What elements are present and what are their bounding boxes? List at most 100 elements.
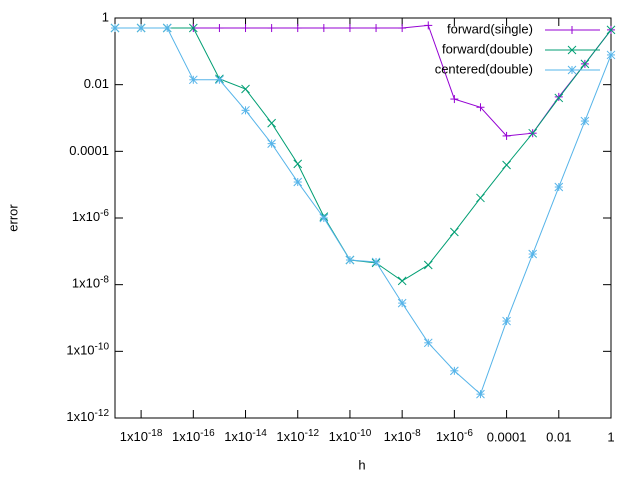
marker-stroke: [476, 389, 485, 399]
x-tick-label: 1x10-10: [329, 428, 372, 445]
marker: [606, 50, 616, 60]
marker: [450, 95, 459, 104]
marker-stroke: [606, 25, 616, 35]
marker: [606, 25, 616, 35]
marker-stroke: [567, 45, 577, 55]
x-tick-label: 0.0001: [487, 429, 527, 444]
marker: [241, 105, 250, 115]
marker-stroke: [345, 255, 355, 265]
marker: [554, 182, 564, 192]
marker: [450, 366, 459, 376]
marker: [372, 24, 381, 33]
marker: [554, 92, 563, 101]
marker-stroke: [528, 128, 538, 138]
y-axis-label: error: [5, 204, 20, 232]
marker: [293, 177, 303, 187]
marker: [580, 116, 590, 126]
marker: [293, 24, 302, 33]
marker-stroke: [423, 260, 433, 270]
marker: [345, 255, 355, 265]
marker-stroke: [110, 23, 120, 33]
marker: [319, 213, 329, 223]
marker: [476, 103, 485, 112]
marker: [371, 257, 381, 267]
marker: [215, 75, 224, 85]
marker-stroke: [423, 338, 433, 348]
marker: [476, 389, 485, 399]
marker: [528, 128, 538, 138]
marker-stroke: [450, 366, 459, 376]
marker: [567, 45, 577, 55]
marker: [215, 24, 224, 33]
y-tick-label: 1x10-8: [72, 274, 110, 291]
marker-stroke: [319, 213, 329, 223]
marker: [450, 227, 459, 237]
marker: [162, 23, 172, 33]
x-tick-label: 0.01: [546, 429, 571, 444]
marker: [423, 338, 433, 348]
marker: [423, 260, 433, 270]
marker-stroke: [554, 182, 564, 192]
y-tick-label: 1: [102, 9, 109, 24]
marker: [345, 24, 354, 33]
legend-label: forward(single): [447, 21, 533, 36]
marker-stroke: [502, 160, 511, 170]
marker: [580, 59, 590, 69]
marker-stroke: [188, 23, 198, 33]
marker: [319, 24, 328, 33]
marker: [397, 298, 407, 308]
marker-stroke: [397, 298, 407, 308]
marker-stroke: [293, 159, 303, 169]
y-tick-label: 1x10-6: [72, 208, 110, 225]
marker-stroke: [476, 193, 485, 203]
marker: [241, 24, 250, 33]
x-tick-label: 1x10-18: [120, 428, 163, 445]
plot-border: [114, 17, 612, 419]
marker: [398, 24, 407, 33]
marker: [397, 276, 407, 286]
marker-stroke: [397, 276, 407, 286]
marker: [241, 84, 250, 94]
marker: [476, 193, 485, 203]
marker-stroke: [267, 139, 276, 149]
marker-stroke: [371, 257, 381, 267]
marker: [554, 93, 564, 103]
marker-stroke: [136, 23, 146, 33]
marker-stroke: [606, 50, 616, 60]
marker: [110, 23, 120, 33]
x-tick-label: 1: [607, 429, 614, 444]
marker-stroke: [567, 65, 577, 75]
marker: [502, 160, 511, 170]
marker: [293, 159, 303, 169]
legend-label: forward(double): [442, 41, 533, 56]
marker-stroke: [241, 84, 250, 94]
marker: [188, 75, 198, 85]
y-tick-label: 1x10-12: [66, 408, 109, 425]
y-tick-label: 0.01: [84, 76, 109, 91]
legend-label: centered(double): [435, 61, 533, 76]
marker-stroke: [580, 116, 590, 126]
y-tick-label: 0.0001: [69, 143, 109, 158]
x-axis-label: h: [358, 457, 365, 472]
marker-stroke: [502, 316, 511, 326]
marker: [267, 118, 276, 128]
marker: [267, 24, 276, 33]
marker: [136, 23, 146, 33]
marker-stroke: [267, 118, 276, 128]
marker-stroke: [188, 75, 198, 85]
marker-stroke: [215, 75, 224, 85]
marker-stroke: [554, 93, 564, 103]
marker-stroke: [450, 227, 459, 237]
marker: [502, 131, 511, 140]
marker: [568, 26, 576, 34]
x-tick-label: 1x10-6: [436, 428, 474, 445]
marker: [502, 316, 511, 326]
marker-stroke: [162, 23, 172, 33]
marker: [567, 65, 577, 75]
x-tick-label: 1x10-14: [224, 428, 267, 445]
x-tick-label: 1x10-12: [276, 428, 319, 445]
x-tick-label: 1x10-16: [172, 428, 215, 445]
y-tick-label: 1x10-10: [66, 341, 109, 358]
series-line: [193, 24, 612, 137]
